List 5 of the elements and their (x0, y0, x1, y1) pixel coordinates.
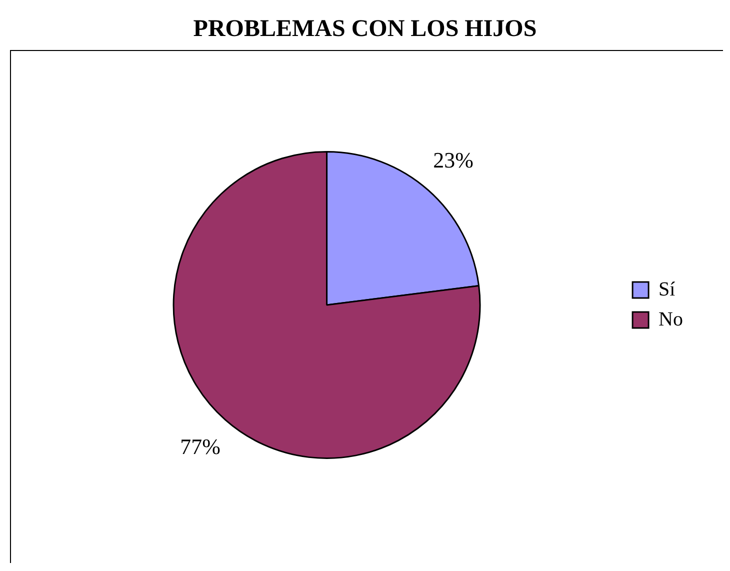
legend-label: No (658, 308, 684, 330)
legend-label: Sí (658, 278, 676, 300)
data-label: 77% (180, 434, 220, 460)
data-label: 23% (433, 147, 474, 172)
chart-title: PROBLEMAS CON LOS HIJOS (192, 15, 538, 44)
